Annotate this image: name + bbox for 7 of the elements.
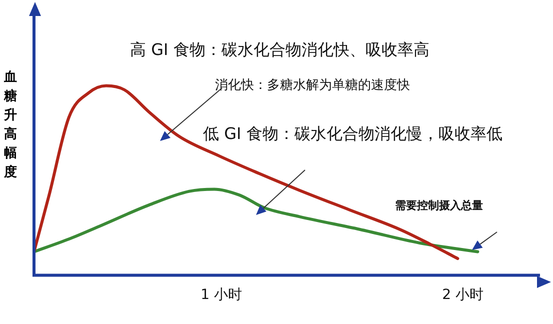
x-tick-label: 1 小时 — [200, 287, 242, 304]
annotation: 低 GI 食物：碳水化合物消化慢，吸收率低 — [203, 124, 502, 145]
y-axis-title: 血糖升高幅度 — [4, 69, 18, 182]
annotation: 消化快：多糖水解为单糖的速度快 — [215, 77, 410, 94]
x-tick-label: 2 小时 — [442, 287, 484, 304]
text: 高 GI 食物：碳水化合物消化快、吸收率高 — [130, 40, 430, 61]
annotation: 需要控制摄入总量 — [395, 198, 483, 213]
